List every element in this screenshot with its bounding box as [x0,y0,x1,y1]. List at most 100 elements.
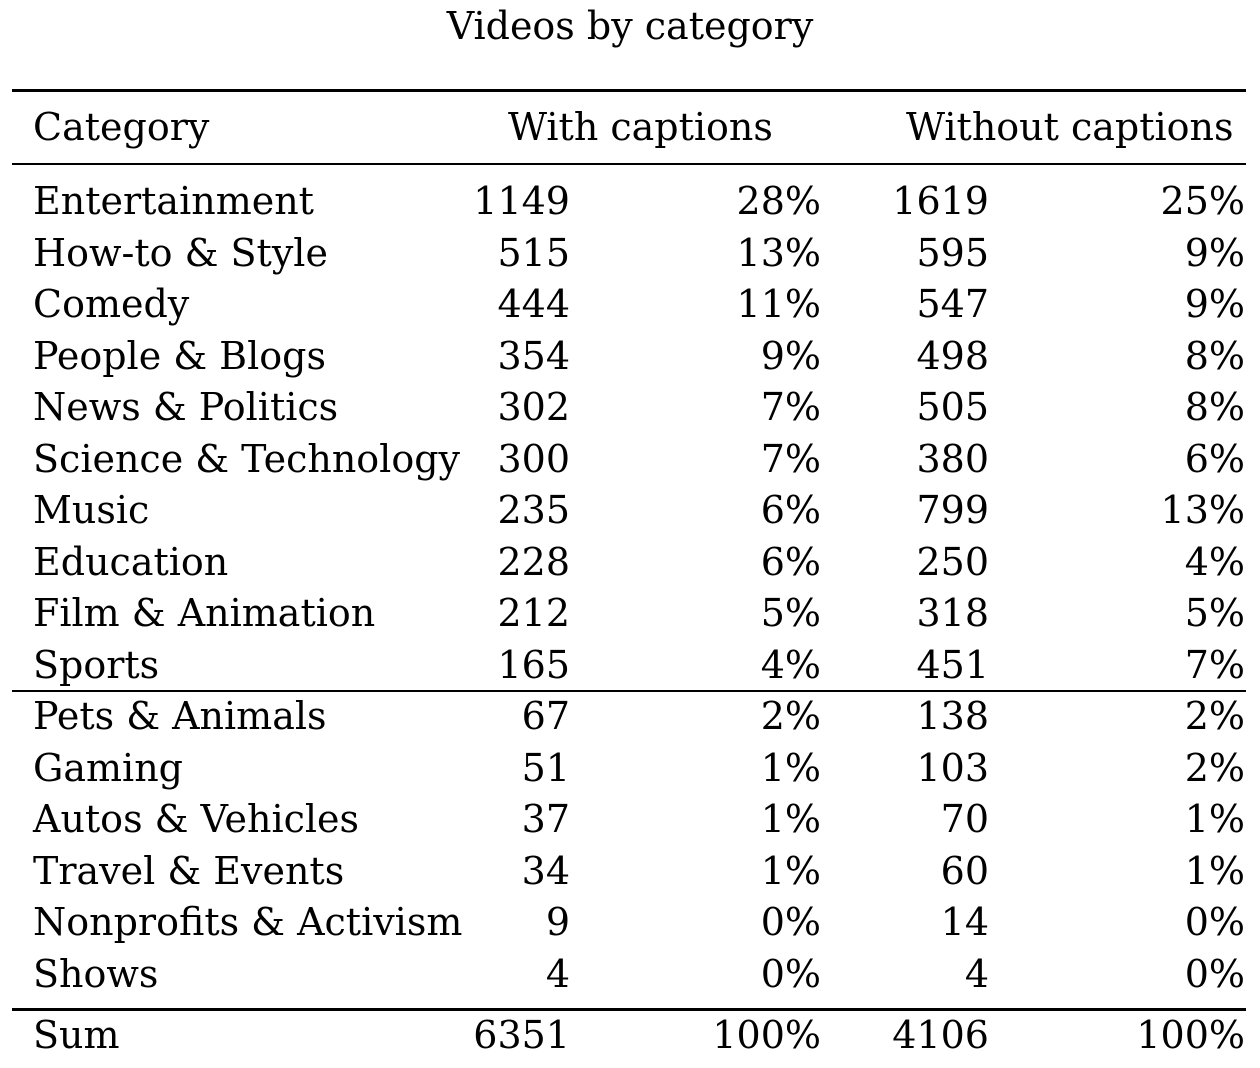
table-row: How-to & Style 515 13% 595 9% [0,227,1260,279]
header-without-captions: Without captions [906,105,1234,149]
row-without-pct: 7% [1184,642,1245,687]
row-with-pct: 1% [760,848,821,893]
top-rule [12,89,1246,92]
row-category: Music [33,488,150,532]
row-category: Comedy [33,282,190,326]
row-without-count: 4 [964,951,989,996]
row-with-count: 37 [521,797,570,841]
header-category: Category [33,105,210,149]
row-with-pct: 28% [736,179,821,223]
row-without-count: 60 [940,848,989,893]
row-without-count: 498 [916,333,989,378]
row-with-count: 228 [497,539,570,584]
row-without-pct: 2% [1184,694,1245,738]
row-without-pct: 9% [1184,282,1245,326]
table-row: Nonprofits & Activism 9 0% 14 0% [0,896,1260,948]
row-with-pct: 4% [760,642,821,687]
row-category: Film & Animation [33,591,376,635]
table-row: Music 235 6% 799 13% [0,484,1260,536]
row-without-count: 250 [916,539,989,584]
row-with-pct: 5% [760,591,821,635]
row-without-count: 1619 [892,179,989,223]
table-row: Autos & Vehicles 37 1% 70 1% [0,793,1260,845]
row-without-count: 138 [916,694,989,738]
row-with-count: 165 [497,642,570,687]
row-without-pct: 8% [1184,385,1245,429]
table-row: Education 228 6% 250 4% [0,536,1260,588]
header-rule [12,163,1246,165]
row-with-pct: 2% [760,694,821,738]
row-category: Education [33,539,229,584]
row-without-pct: 6% [1184,436,1245,481]
table-row: Gaming 51 1% 103 2% [0,742,1260,794]
row-category: Gaming [33,745,183,790]
sum-label: Sum [33,1013,120,1057]
row-category: Nonprofits & Activism [33,900,463,944]
sum-with-pct: 100% [712,1013,821,1057]
header-row: Category With captions Without captions [0,101,1260,153]
table-row: People & Blogs 354 9% 498 8% [0,330,1260,382]
row-category: Sports [33,642,160,687]
row-without-count: 595 [916,230,989,275]
row-without-pct: 1% [1184,797,1245,841]
row-without-count: 547 [916,282,989,326]
table-row: Travel & Events 34 1% 60 1% [0,845,1260,897]
row-with-pct: 0% [760,951,821,996]
row-without-pct: 13% [1160,488,1245,532]
row-with-count: 212 [497,591,570,635]
table-row: Science & Technology 300 7% 380 6% [0,433,1260,485]
header-with-captions: With captions [508,105,773,149]
row-without-count: 70 [940,797,989,841]
row-category: Travel & Events [33,848,345,893]
row-with-pct: 9% [760,333,821,378]
row-with-count: 354 [497,333,570,378]
row-without-pct: 5% [1184,591,1245,635]
table-row: Shows 4 0% 4 0% [0,948,1260,1000]
row-with-count: 51 [521,745,570,790]
row-category: Shows [33,951,159,996]
row-without-count: 451 [916,642,989,687]
row-category: Pets & Animals [33,694,327,738]
row-category: News & Politics [33,385,339,429]
table-row: Film & Animation 212 5% 318 5% [0,587,1260,639]
row-with-pct: 11% [736,282,821,326]
sum-without-count: 4106 [892,1013,989,1057]
row-with-pct: 1% [760,745,821,790]
row-with-pct: 7% [760,436,821,481]
table-title: Videos by category [446,4,814,48]
table-row: Entertainment 1149 28% 1619 25% [0,175,1260,227]
table-row: Comedy 444 11% 547 9% [0,278,1260,330]
row-without-pct: 2% [1184,745,1245,790]
row-category: How-to & Style [33,230,328,275]
row-without-pct: 9% [1184,230,1245,275]
row-with-count: 1149 [473,179,570,223]
row-with-count: 444 [497,282,570,326]
row-without-pct: 0% [1184,900,1245,944]
row-category: Science & Technology [33,436,460,481]
row-without-count: 380 [916,436,989,481]
group-rule [12,690,1246,692]
row-with-pct: 6% [760,539,821,584]
row-with-count: 9 [545,900,570,944]
row-with-count: 4 [545,951,570,996]
sum-rule [12,1008,1246,1011]
row-without-pct: 0% [1184,951,1245,996]
row-without-count: 505 [916,385,989,429]
row-with-pct: 1% [760,797,821,841]
row-with-pct: 0% [760,900,821,944]
row-without-count: 14 [940,900,989,944]
table-row: News & Politics 302 7% 505 8% [0,381,1260,433]
row-category: Entertainment [33,179,314,223]
row-with-pct: 7% [760,385,821,429]
row-category: People & Blogs [33,333,326,378]
row-with-count: 300 [497,436,570,481]
table-row: Pets & Animals 67 2% 138 2% [0,690,1260,742]
row-without-pct: 8% [1184,333,1245,378]
row-with-count: 34 [521,848,570,893]
sum-with-count: 6351 [473,1013,570,1057]
row-without-pct: 1% [1184,848,1245,893]
row-with-count: 515 [497,230,570,275]
row-with-pct: 13% [736,230,821,275]
sum-without-pct: 100% [1136,1013,1245,1057]
row-without-count: 103 [916,745,989,790]
